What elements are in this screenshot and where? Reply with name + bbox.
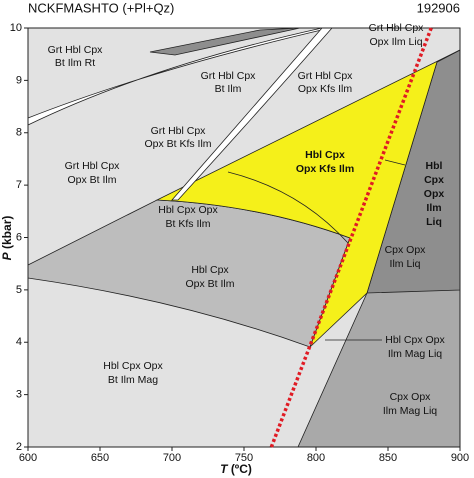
field-label: Bt Ilm Rt	[55, 57, 95, 69]
x-tick-label: 850	[379, 452, 397, 464]
chart-subtitle: 192906	[417, 0, 460, 15]
field-label: Hbl	[426, 160, 443, 172]
boundary	[227, 171, 349, 244]
x-tick-label: 650	[91, 452, 109, 464]
field-label: Ilm	[426, 202, 441, 214]
y-tick-label: 6	[16, 231, 22, 243]
x-tick-label: 700	[163, 452, 181, 464]
field-label: Liq	[426, 216, 442, 228]
field-label: Ilm Mag Liq	[383, 405, 437, 417]
field-label: Hbl Cpx Opx	[103, 360, 163, 372]
x-axis-label: T (ºC)	[220, 462, 252, 476]
field	[155, 49, 461, 348]
y-label-unit: (kbar)	[0, 216, 14, 249]
field-label: Cpx Opx	[385, 244, 427, 256]
field-label: Grt Hbl Cpx	[201, 70, 257, 82]
field-label: Grt Hbl Cpx	[369, 22, 425, 34]
field-label: Hbl Cpx Opx	[158, 204, 218, 216]
field-label: Opx Bt Kfs Ilm	[144, 138, 211, 150]
field-label: Ilm Liq	[390, 258, 421, 270]
field-label: Opx Bt Ilm	[67, 174, 116, 186]
y-tick-label: 2	[16, 441, 22, 453]
chart-title: NCKFMASHTO (+Pl+Qz)	[28, 0, 174, 15]
field-label: Grt Hbl Cpx	[298, 70, 354, 82]
x-tick-label: 750	[235, 452, 253, 464]
field-label: Cpx	[424, 174, 444, 186]
field-label: Bt Ilm Mag	[108, 374, 158, 386]
field-label: Opx	[424, 188, 445, 200]
field-label: Ilm Mag Liq	[388, 348, 442, 360]
field-label: Cpx Opx	[390, 391, 432, 403]
fields	[27, 27, 461, 448]
y-tick-label: 3	[16, 389, 22, 401]
y-tick-label: 10	[10, 22, 22, 34]
y-axis-label: P (kbar)	[0, 216, 14, 261]
y-tick-label: 5	[16, 284, 22, 296]
y-tick-label: 8	[16, 127, 22, 139]
field-label: Hbl Cpx	[305, 149, 345, 161]
x-tick-label: 600	[19, 452, 37, 464]
field-label: Grt Hbl Cpx	[48, 44, 104, 56]
field-label: Grt Hbl Cpx	[151, 125, 207, 137]
field-label: Hbl Cpx	[191, 264, 229, 276]
x-tick-label: 900	[451, 452, 469, 464]
y-tick-label: 9	[16, 74, 22, 86]
field-label: Grt Hbl Cpx	[65, 160, 121, 172]
x-tick-label: 800	[307, 452, 325, 464]
x-label-var: T	[220, 462, 229, 476]
leader	[384, 159, 406, 166]
y-tick-label: 7	[16, 179, 22, 191]
y-tick-label: 4	[16, 336, 22, 348]
field-label: Opx Kfs Ilm	[296, 163, 354, 175]
field-label: Opx Kfs Ilm	[298, 83, 353, 95]
field-label: Hbl Cpx Opx	[385, 334, 445, 346]
field-label: Opx Bt Ilm	[185, 278, 234, 290]
field-label: Bt Kfs Ilm	[166, 218, 211, 230]
field-label: Opx Ilm Liq	[369, 36, 422, 48]
y-label-var: P	[0, 251, 14, 260]
x-label-unit: (ºC)	[231, 462, 252, 476]
field-label: Bt Ilm	[215, 83, 242, 95]
